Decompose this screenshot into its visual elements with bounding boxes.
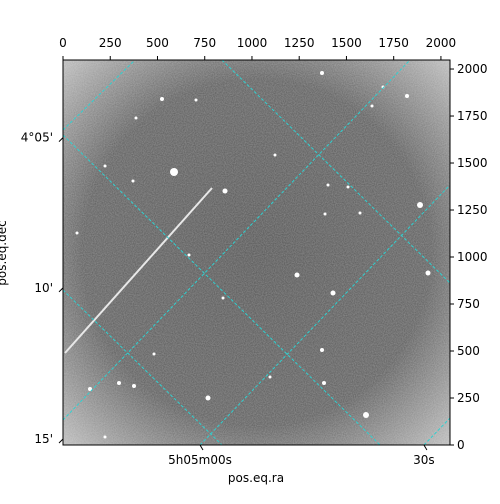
- x-axis-label: pos.eq.ra: [228, 471, 284, 485]
- x-tick-label: 1000: [237, 36, 268, 50]
- y-tick-label: 750: [457, 297, 480, 311]
- sky-image: [63, 60, 450, 445]
- world-y-tick-label: 10': [34, 281, 53, 295]
- x-tick-label: 1500: [331, 36, 362, 50]
- world-x-tick-label: 30s: [413, 453, 435, 467]
- y-tick-label: 1000: [457, 250, 488, 264]
- world-x-tick: [423, 444, 428, 451]
- x-tick-label: 2000: [426, 36, 457, 50]
- world-x-tick: [199, 444, 204, 451]
- x-tick-label: 500: [146, 36, 169, 50]
- world-grid: [63, 60, 450, 445]
- y-tick-label: 250: [457, 391, 480, 405]
- x-tick-label: 1750: [378, 36, 409, 50]
- y-tick-label: 1500: [457, 156, 488, 170]
- x-tick-label: 1250: [284, 36, 315, 50]
- world-y-tick: [58, 137, 64, 142]
- world-y-tick-label: 4°05': [21, 131, 53, 145]
- world-y-tick: [58, 287, 64, 293]
- x-tick-label: 750: [193, 36, 216, 50]
- x-tick-label: 0: [59, 36, 67, 50]
- world-x-tick-label: 5h05m00s: [168, 453, 232, 467]
- y-tick-label: 2000: [457, 62, 488, 76]
- world-y-tick: [58, 438, 64, 444]
- y-axis-label: pos.eq.dec: [0, 220, 9, 285]
- y-tick-label: 1250: [457, 203, 488, 217]
- y-tick-label: 500: [457, 344, 480, 358]
- world-y-tick-label: 15': [34, 432, 53, 446]
- y-tick-label: 1750: [457, 109, 488, 123]
- x-tick-label: 250: [99, 36, 122, 50]
- plot-frame: [62, 59, 451, 446]
- y-tick-label: 0: [457, 438, 465, 452]
